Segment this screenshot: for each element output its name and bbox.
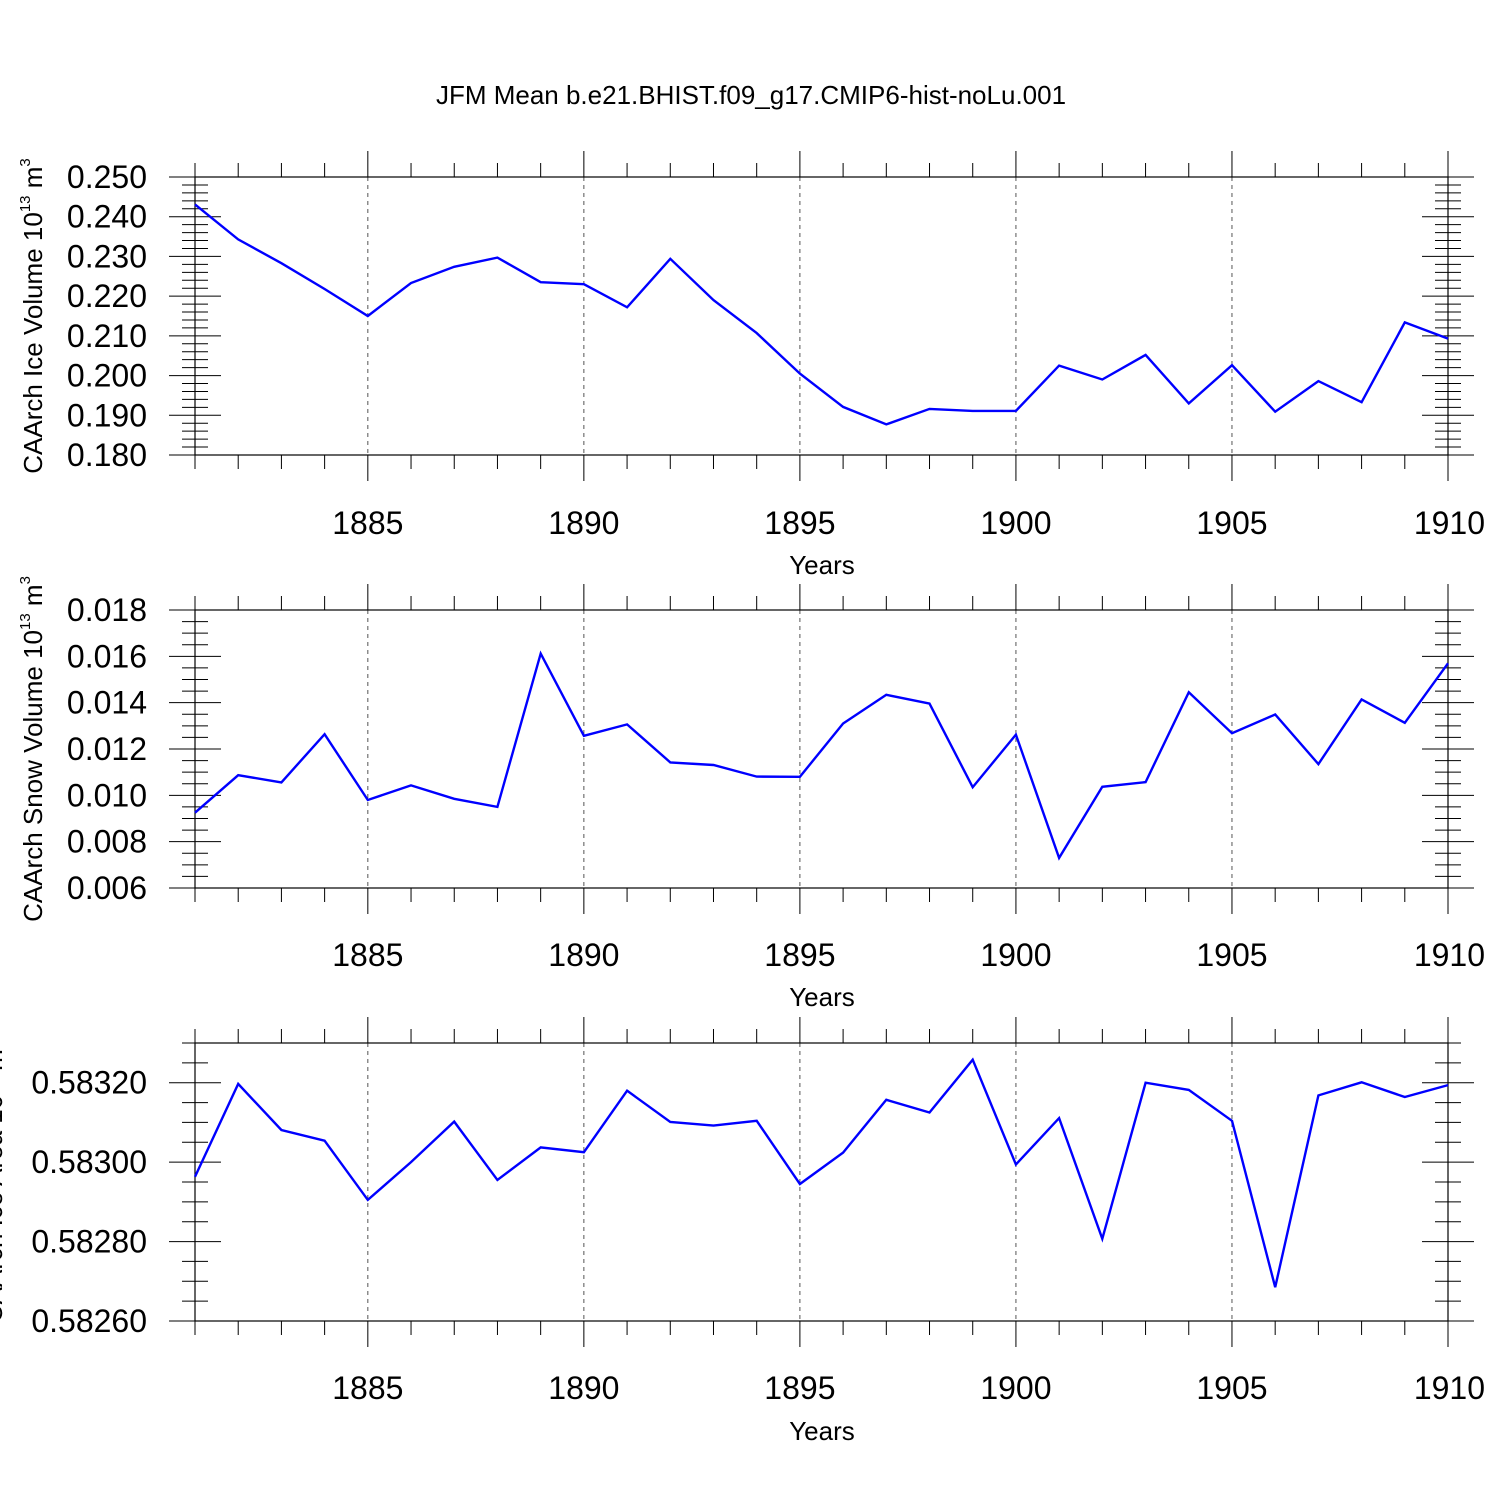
chart-panel-2: 0.006 0.008 0.010 0.012 0.014 0.016 0.018 1885 1…	[17, 576, 1485, 1012]
x-tick-label: 1885	[332, 505, 403, 541]
x-axis-label: Years	[789, 982, 855, 1012]
y-tick-label: 0.014	[67, 685, 147, 721]
chart-panel-3: 0.58260 0.58280 0.58300 0.58320 1885 1890 1895…	[0, 1017, 1485, 1446]
series-line	[193, 1057, 1449, 1288]
y-tick-label: 0.230	[67, 238, 147, 274]
x-tick-label: 1895	[764, 937, 835, 973]
y-tick-label: 0.220	[67, 278, 147, 314]
y-axis-label-text: CAArch Snow Volume 10	[18, 630, 48, 922]
chart-title: JFM Mean b.e21.BHIST.f09_g17.CMIP6-hist-…	[436, 80, 1066, 110]
x-tick-label: 1885	[332, 937, 403, 973]
y-tick-label: 0.58260	[31, 1303, 147, 1339]
series-line	[194, 650, 1449, 861]
y-tick-label: 0.018	[67, 592, 147, 628]
x-tick-label: 1895	[764, 1370, 835, 1406]
x-axis-label: Years	[789, 550, 855, 580]
x-tick-label: 1890	[548, 937, 619, 973]
y-tick-label: 0.58280	[31, 1224, 147, 1260]
x-tick-label: 1905	[1196, 937, 1267, 973]
plot-frame	[194, 176, 1449, 456]
y-tick-label: 0.240	[67, 199, 147, 235]
x-tick-label: 1900	[980, 505, 1051, 541]
y-tick-label: 0.180	[67, 437, 147, 473]
y-axis-label-text: CAArch Ice Volume 10	[18, 212, 48, 474]
series-line	[194, 203, 1449, 426]
y-axis-label-unit: m	[18, 167, 48, 196]
y-axis-label-exponent: 13	[17, 613, 34, 630]
y-tick-label: 0.58300	[31, 1144, 147, 1180]
y-tick-label: 0.210	[67, 318, 147, 354]
x-tick-label: 1910	[1414, 937, 1485, 973]
x-axis-label: Years	[789, 1416, 855, 1446]
y-axis-label-exponent: 13	[17, 195, 34, 212]
y-axis-label-unit: m	[0, 1049, 8, 1078]
x-tick-label: 1910	[1414, 1370, 1485, 1406]
y-tick-label: 0.012	[67, 731, 147, 767]
y-tick-label: 0.190	[67, 397, 147, 433]
y-axis-label-unit-exponent: 3	[17, 576, 34, 584]
y-axis-label-text: CAArch Ice Area 10	[0, 1095, 8, 1323]
x-tick-label: 1885	[332, 1370, 403, 1406]
x-tick-label: 1910	[1414, 505, 1485, 541]
plot-frame	[194, 1042, 1449, 1322]
x-tick-label: 1900	[980, 937, 1051, 973]
y-tick-label: 0.010	[67, 777, 147, 813]
y-tick-label: 0.006	[67, 870, 147, 906]
y-axis-label: CAArch Snow Volume 1013 m3	[17, 576, 48, 922]
y-axis-label: CAArch Ice Area 1012 m2	[0, 1041, 8, 1323]
x-tick-label: 1890	[548, 1370, 619, 1406]
x-tick-label: 1905	[1196, 1370, 1267, 1406]
x-tick-label: 1900	[980, 1370, 1051, 1406]
y-tick-label: 0.016	[67, 638, 147, 674]
x-tick-label: 1895	[764, 505, 835, 541]
x-tick-label: 1905	[1196, 505, 1267, 541]
y-axis-label: CAArch Ice Volume 1013 m3	[17, 158, 48, 474]
y-axis-label-unit-exponent: 3	[17, 158, 34, 166]
y-tick-label: 0.250	[67, 159, 147, 195]
y-tick-label: 0.200	[67, 358, 147, 394]
y-tick-label: 0.008	[67, 824, 147, 860]
y-tick-label: 0.58320	[31, 1065, 147, 1101]
x-tick-label: 1890	[548, 505, 619, 541]
y-axis-label-unit: m	[18, 584, 48, 613]
